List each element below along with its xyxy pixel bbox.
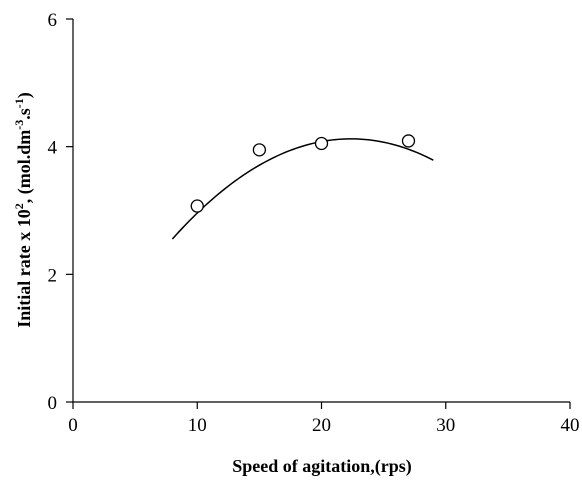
data-markers xyxy=(190,134,416,213)
axes: 0 2 4 6 0 10 20 30 40 xyxy=(48,10,580,436)
x-tick-label: 10 xyxy=(188,415,207,436)
x-ticks: 0 10 20 30 40 xyxy=(68,402,580,436)
y-axis-title: Initial rate x 102, (mol.dm-3.s-1) xyxy=(12,92,35,328)
y-ticks: 0 2 4 6 xyxy=(48,10,73,414)
x-tick-label: 0 xyxy=(68,415,78,436)
y-tick-label: 6 xyxy=(48,10,58,31)
fit-curve xyxy=(171,138,434,240)
x-tick-label: 30 xyxy=(436,415,455,436)
y-tick-label: 4 xyxy=(48,138,58,159)
y-tick-label: 0 xyxy=(48,393,58,414)
y-tick-label: 2 xyxy=(48,265,58,286)
x-tick-label: 20 xyxy=(312,415,331,436)
data-point xyxy=(401,134,416,148)
data-point xyxy=(190,199,204,213)
x-axis-title: Speed of agitation,(rps) xyxy=(232,456,412,477)
data-point xyxy=(314,136,329,151)
x-tick-label: 40 xyxy=(561,415,580,436)
data-point xyxy=(252,143,267,157)
